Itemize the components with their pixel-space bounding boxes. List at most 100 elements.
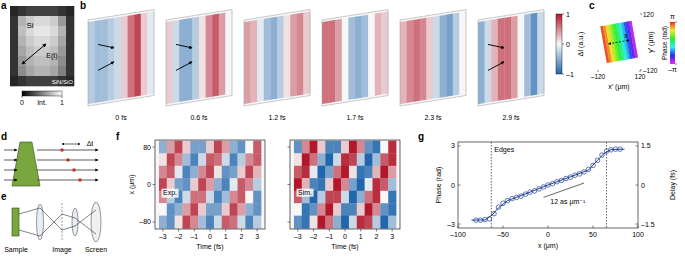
tick xyxy=(62,96,63,98)
pixel xyxy=(66,46,74,56)
cell xyxy=(212,14,219,97)
tick-label: 0 xyxy=(641,182,645,189)
cell xyxy=(365,191,373,204)
tick-label: 50 xyxy=(589,231,597,238)
axis-title: x (μm) xyxy=(538,242,558,250)
cell xyxy=(253,141,261,154)
tick-label: –2 xyxy=(310,233,318,240)
frame xyxy=(458,142,638,228)
cell xyxy=(128,15,135,98)
cell xyxy=(230,191,238,204)
tick xyxy=(345,229,346,232)
cell xyxy=(318,191,326,204)
cell xyxy=(373,216,381,229)
frame-label: 1.7 fs xyxy=(346,114,364,121)
cell xyxy=(504,17,511,100)
tick xyxy=(329,229,330,232)
cell xyxy=(95,20,102,103)
cell xyxy=(373,141,381,154)
cell xyxy=(257,19,264,102)
frame-border xyxy=(400,10,466,106)
cell xyxy=(167,216,175,229)
cell xyxy=(159,216,167,229)
cell xyxy=(388,153,396,166)
cell xyxy=(245,191,253,204)
cell xyxy=(365,203,373,216)
cell xyxy=(498,18,505,101)
cell xyxy=(380,141,388,154)
cell xyxy=(183,153,191,166)
cell xyxy=(373,191,381,204)
tick-label: π xyxy=(670,13,675,20)
pixel xyxy=(66,36,74,46)
cell xyxy=(175,166,183,179)
cell xyxy=(284,15,291,98)
cell xyxy=(198,191,206,204)
pixel xyxy=(26,76,34,86)
arrow xyxy=(98,42,114,51)
tick-label: 0 xyxy=(566,41,570,48)
pixel xyxy=(26,66,34,76)
tick xyxy=(241,229,242,232)
cell xyxy=(245,141,253,154)
cell xyxy=(365,141,373,154)
tick-label: 1.5 xyxy=(641,142,651,149)
cell xyxy=(459,11,466,94)
cell xyxy=(253,191,261,204)
frame xyxy=(478,9,544,106)
cell xyxy=(433,16,440,99)
pixel xyxy=(58,16,66,26)
tick-label: –120 xyxy=(643,67,658,74)
cell xyxy=(349,153,357,166)
plot xyxy=(159,141,261,229)
frame xyxy=(155,140,265,229)
tick xyxy=(153,221,156,222)
cell xyxy=(141,13,148,96)
tick-label: –120 xyxy=(591,73,606,80)
tick xyxy=(675,22,677,23)
plot xyxy=(600,21,638,63)
pixel xyxy=(34,56,42,66)
image-plane xyxy=(62,203,63,241)
cell xyxy=(531,13,538,96)
cell xyxy=(167,141,175,154)
cell xyxy=(341,166,349,179)
axis-title: Delay (fs) xyxy=(669,170,677,200)
annotation: Image xyxy=(52,246,72,254)
cell xyxy=(381,11,388,94)
cell xyxy=(206,15,213,98)
cell xyxy=(302,166,310,179)
cell xyxy=(357,191,365,204)
frame-border xyxy=(322,10,388,106)
tick xyxy=(313,229,314,232)
cell xyxy=(198,141,206,154)
cell xyxy=(198,166,206,179)
cell xyxy=(206,141,214,154)
cell xyxy=(349,141,357,154)
tick xyxy=(640,14,642,15)
frame-ground xyxy=(88,10,154,106)
cell xyxy=(341,216,349,229)
cell xyxy=(325,141,333,154)
fit-line xyxy=(472,149,625,220)
panel-letter: g xyxy=(418,131,424,142)
cell xyxy=(183,203,191,216)
cell xyxy=(511,16,518,99)
pixel xyxy=(34,76,42,86)
cell xyxy=(230,178,238,191)
cell xyxy=(244,21,251,104)
ray xyxy=(4,160,17,161)
tick-label: –100 xyxy=(450,231,466,238)
cell xyxy=(198,216,206,229)
pulse xyxy=(72,168,76,172)
panel-letter: b xyxy=(80,0,86,11)
cell xyxy=(206,216,214,229)
label-patch xyxy=(297,189,314,197)
cell xyxy=(101,19,108,102)
tick xyxy=(598,70,599,72)
cell xyxy=(349,178,357,191)
cell xyxy=(365,178,373,191)
cell xyxy=(175,153,183,166)
pixel xyxy=(66,26,74,36)
cell xyxy=(420,18,427,101)
